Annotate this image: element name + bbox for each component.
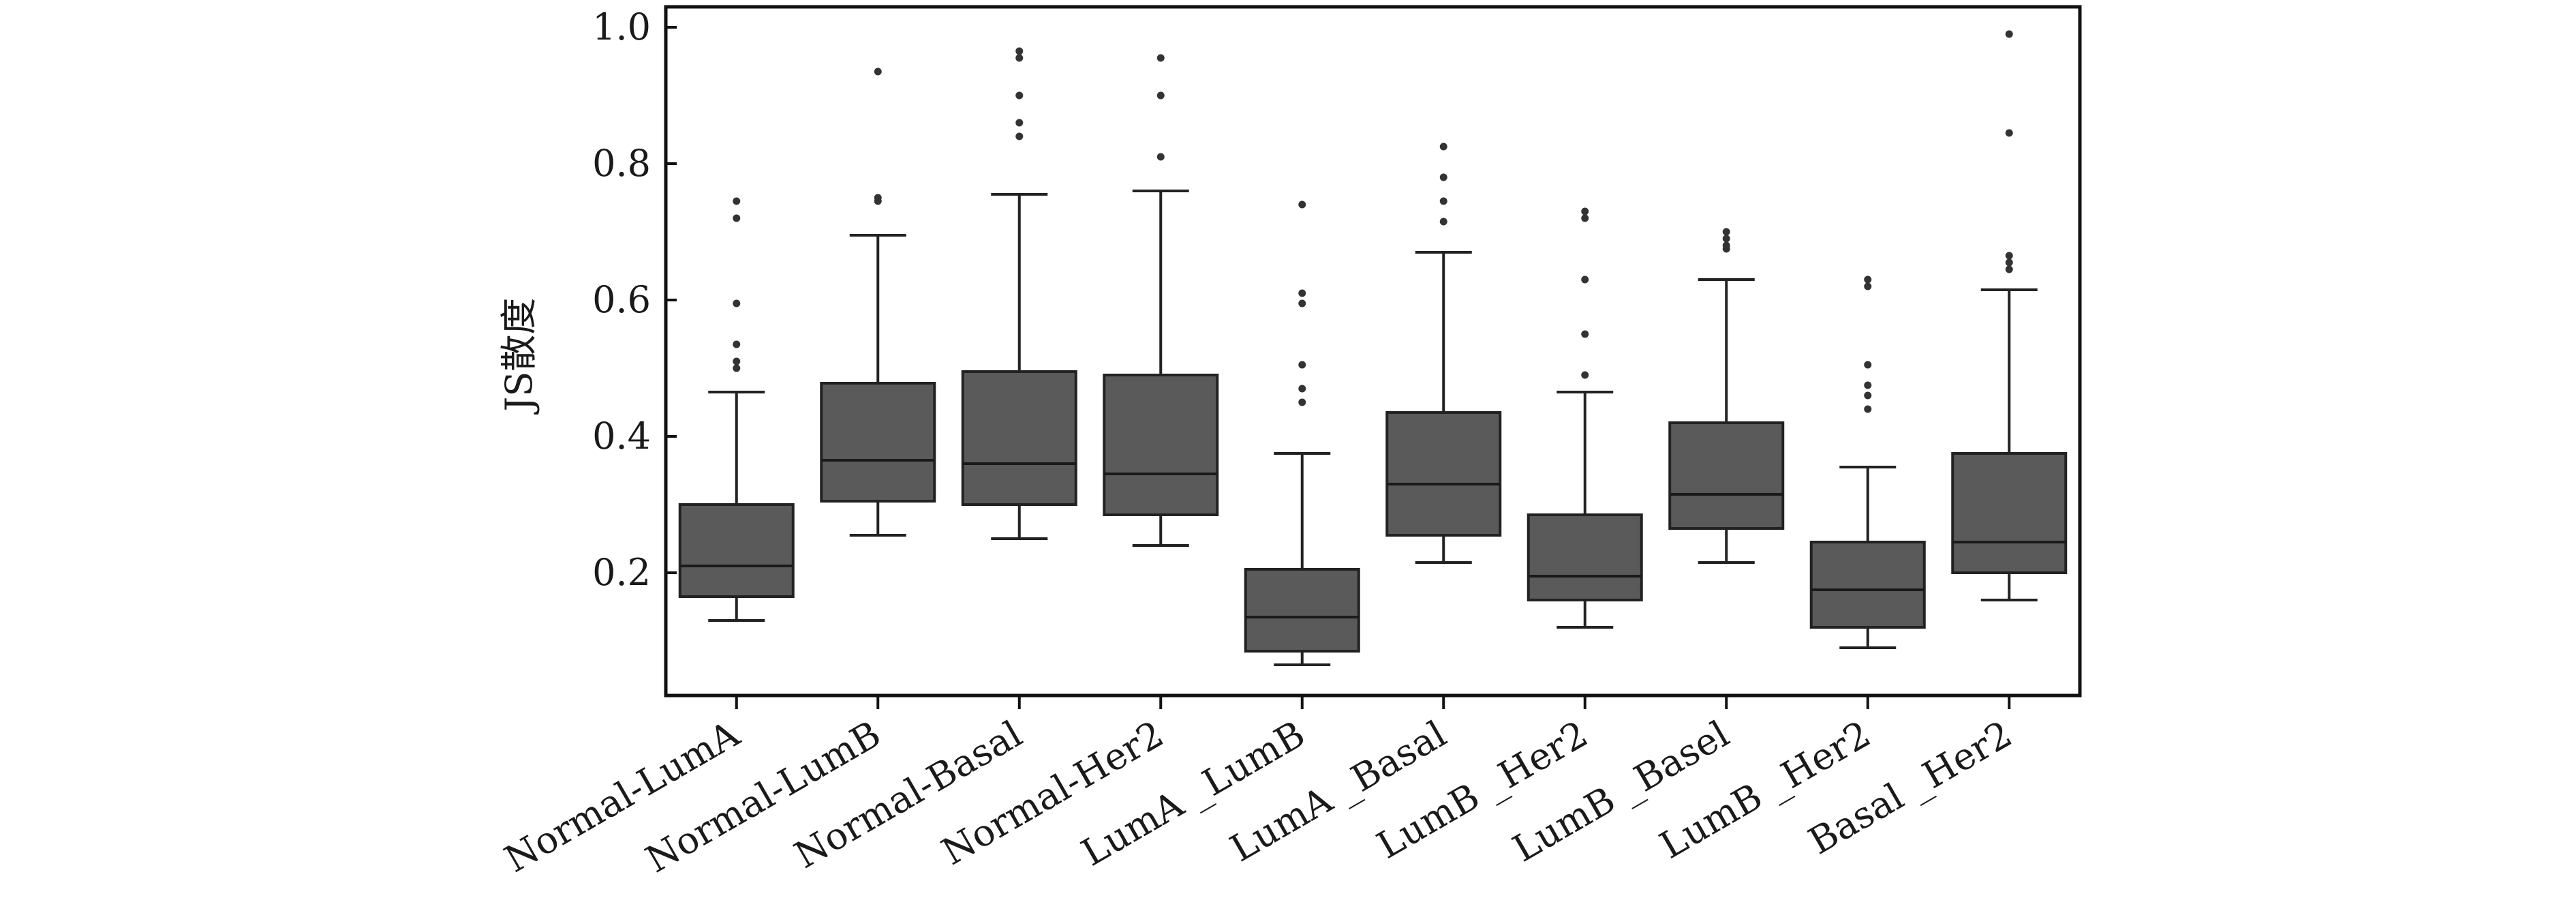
- outlier-point: [1722, 235, 1730, 243]
- box-group: [1244, 200, 1360, 666]
- outlier-point: [1015, 132, 1024, 140]
- outlier-point: [1864, 405, 1872, 413]
- y-tick-label: 0.8: [592, 142, 651, 185]
- plot-area: [678, 30, 2068, 666]
- y-axis: 0.2 0.4 0.6 0.8 1.0: [592, 5, 677, 594]
- x-axis: Normal-LumANormal-LumBNormal-BasalNormal…: [497, 695, 2019, 881]
- outlier-point: [1298, 361, 1306, 369]
- box-group: [1103, 54, 1219, 547]
- box: [1244, 568, 1360, 653]
- outlier-point: [1581, 207, 1589, 215]
- outlier-point: [1156, 54, 1165, 62]
- outlier-point: [733, 364, 741, 372]
- outlier-point: [1298, 398, 1306, 406]
- box: [1385, 411, 1502, 537]
- outlier-point: [1722, 228, 1730, 236]
- y-tick-label: 0.6: [592, 278, 651, 321]
- outlier-point: [874, 194, 882, 202]
- outlier-point: [1015, 47, 1024, 55]
- y-axis-title: JS散度: [497, 298, 540, 415]
- box: [961, 370, 1077, 506]
- outlier-point: [1439, 197, 1447, 205]
- box-group: [1527, 207, 1643, 629]
- box: [1951, 452, 2068, 574]
- outlier-point: [1581, 275, 1589, 284]
- outlier-point: [733, 299, 741, 308]
- outlier-point: [1156, 153, 1165, 161]
- outlier-point: [1722, 241, 1730, 250]
- outlier-point: [1298, 385, 1306, 393]
- y-tick-label: 0.4: [592, 415, 651, 458]
- box-group: [1951, 30, 2068, 601]
- outlier-point: [874, 68, 882, 76]
- box-group: [1385, 143, 1502, 564]
- outlier-point: [1864, 381, 1872, 389]
- outlier-point: [2005, 252, 2013, 260]
- outlier-point: [1864, 282, 1872, 290]
- outlier-point: [1439, 218, 1447, 226]
- x-tick-label: Normal-LumA: [497, 712, 747, 881]
- outlier-point: [2005, 129, 2013, 137]
- box: [1103, 374, 1219, 516]
- box: [1809, 541, 1926, 629]
- box-group: [678, 197, 795, 622]
- box: [1668, 421, 1785, 530]
- x-tick-label: Normal-LumB: [639, 713, 888, 882]
- outlier-point: [733, 197, 741, 205]
- y-tick-label: 0.2: [592, 551, 651, 594]
- box-group: [1809, 275, 1926, 649]
- outlier-point: [1156, 91, 1165, 100]
- plot-frame: [664, 5, 2082, 698]
- box-group: [961, 47, 1077, 540]
- outlier-point: [1864, 361, 1872, 369]
- outlier-point: [1581, 330, 1589, 338]
- y-tick-label: 1.0: [592, 5, 651, 48]
- outlier-point: [1864, 275, 1872, 284]
- outlier-point: [1298, 299, 1306, 308]
- outlier-point: [2005, 30, 2013, 38]
- box: [820, 382, 936, 503]
- box: [678, 503, 795, 598]
- outlier-point: [1298, 289, 1306, 297]
- outlier-point: [2005, 258, 2013, 267]
- outlier-point: [1015, 119, 1024, 127]
- outlier-point: [733, 340, 741, 348]
- box-group: [820, 68, 936, 537]
- outlier-point: [733, 214, 741, 222]
- box-group: [1668, 228, 1785, 564]
- outlier-point: [1439, 173, 1447, 181]
- outlier-point: [1015, 91, 1024, 100]
- outlier-point: [1015, 54, 1024, 62]
- box: [1527, 513, 1643, 601]
- outlier-point: [1864, 391, 1872, 400]
- outlier-point: [1581, 371, 1589, 379]
- outlier-point: [1298, 200, 1306, 209]
- outlier-point: [1439, 143, 1447, 151]
- outlier-point: [1581, 214, 1589, 222]
- outlier-point: [733, 357, 741, 365]
- outlier-point: [2005, 265, 2013, 273]
